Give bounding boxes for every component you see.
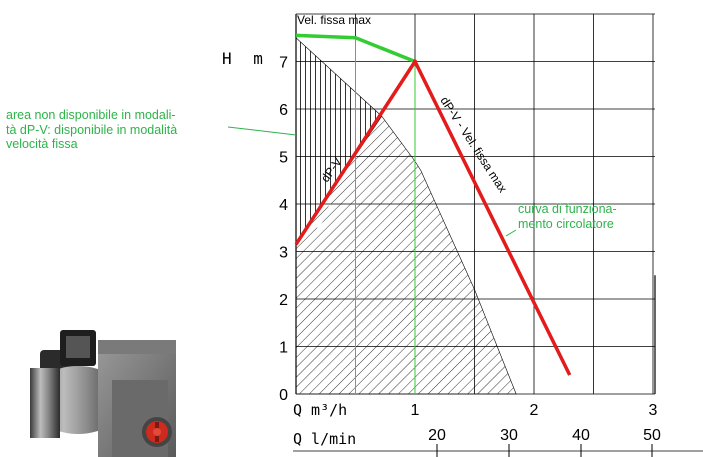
h-tick-label: 4 [279,197,288,214]
series-line-0 [295,33,416,64]
h-tick-label: 1 [279,340,288,357]
curve-note-line2: mento circolatore [518,216,614,231]
q-axis-label-lmin: Q l/min [293,430,356,448]
q-tick-label: 2 [530,402,539,419]
lmin-tick-label: 40 [572,427,590,444]
curve-note-leader [505,229,517,237]
lmin-tick-label: 30 [500,427,518,444]
chart-grid [295,13,656,395]
h-tick-label: 0 [279,387,288,404]
h-tick-label: 5 [279,150,288,167]
area-note-leader [227,126,297,136]
vel-fissa-max-label: Vel. fissa max [297,13,371,27]
area-note-line2: tà dP-V: disponibile in modalità [6,122,178,137]
series-point-peak [413,59,417,64]
q-axis-label-m3h: Q m³/h [293,401,347,419]
h-tick-label: 2 [279,292,288,309]
h-tick-label: 7 [279,55,288,72]
circulator-pump-icon [30,330,176,457]
curves [294,33,572,376]
lmin-tick-label: 50 [643,427,661,444]
lmin-tick-label: 20 [428,427,446,444]
h-axis-label: H m [222,49,269,68]
area-note-line3: velocità fissa [6,137,78,151]
q-tick-label: 3 [649,402,658,419]
lmin-ticks: 20 30 40 50 [428,427,661,457]
curve-note: curva di funziona- mento circolatore [518,202,668,231]
h-tick-label: 3 [279,245,288,262]
q-tick-label: 1 [411,402,420,419]
tick-labels: 0 1 2 3 4 5 6 7 1 2 3 [279,55,657,420]
curve-note-line1: curva di funziona- [518,202,617,216]
hatch-gap [316,203,333,229]
area-note-line1: area non disponibile in modali- [6,108,176,122]
h-tick-label: 6 [279,102,288,119]
hatch-areas [295,37,517,395]
area-note: area non disponibile in modali- tà dP-V:… [6,108,246,152]
